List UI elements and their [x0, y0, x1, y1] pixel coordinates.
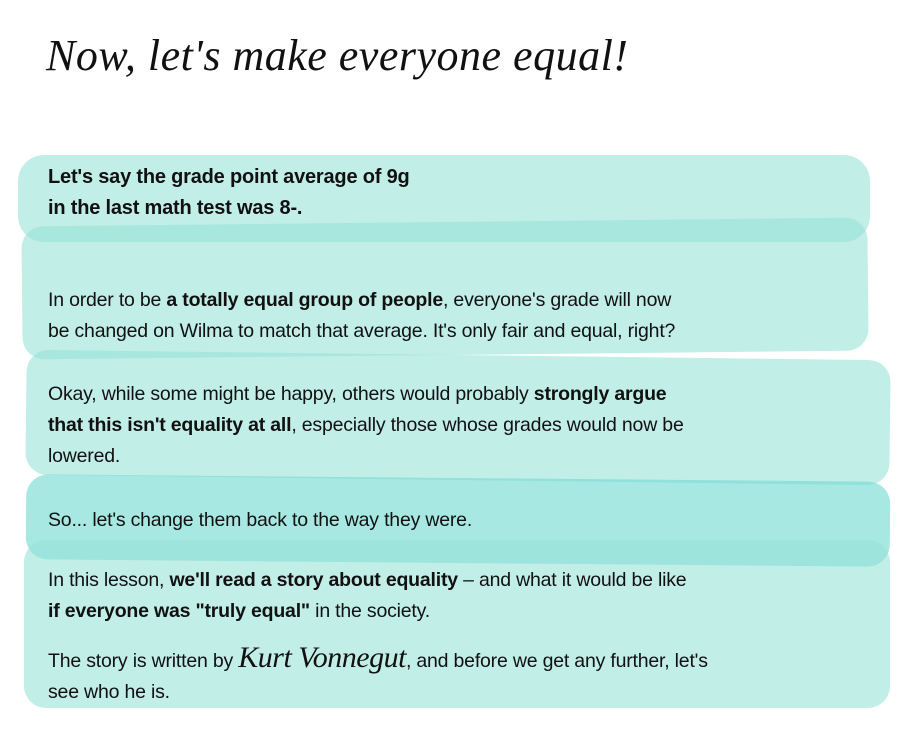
- bold-text: we'll read a story about equality: [169, 569, 458, 591]
- paragraph-argue: Okay, while some might be happy, others …: [48, 379, 684, 472]
- bold-text: strongly argue: [533, 383, 667, 405]
- text: in the society.: [309, 600, 430, 622]
- bold-text: if everyone was "truly equal": [48, 600, 310, 622]
- text: – and what it would be like: [457, 569, 687, 591]
- paragraph-author: The story is written by Kurt Vonnegut, a…: [48, 642, 708, 708]
- highlight-5: [24, 540, 890, 708]
- paragraph-lesson: In this lesson, we'll read a story about…: [48, 565, 687, 627]
- text: So... let's change them back to the way …: [48, 509, 473, 531]
- paragraph-equal-group: In order to be a totally equal group of …: [48, 285, 675, 347]
- text: , especially those whose grades would no…: [291, 414, 684, 436]
- text: , everyone's grade will now: [443, 289, 672, 311]
- bold-text: that this isn't equality at all: [48, 414, 292, 436]
- intro-line: in the last math test was 8-.: [48, 197, 303, 219]
- text: The story is written by: [48, 650, 239, 672]
- paragraph-change-back: So... let's change them back to the way …: [48, 505, 472, 536]
- text: In this lesson,: [48, 569, 170, 591]
- author-name: Kurt Vonnegut: [238, 641, 406, 674]
- text: see who he is.: [48, 681, 170, 703]
- text: Okay, while some might be happy, others …: [48, 383, 534, 405]
- text: In order to be: [48, 289, 167, 311]
- intro-text: Let's say the grade point average of 9g …: [48, 162, 410, 224]
- text: be changed on Wilma to match that averag…: [48, 320, 676, 342]
- bold-text: a totally equal group of people: [166, 289, 443, 311]
- text: lowered.: [48, 445, 121, 467]
- page-title: Now, let's make everyone equal!: [46, 31, 629, 80]
- text: , and before we get any further, let's: [405, 650, 708, 672]
- intro-line: Let's say the grade point average of 9g: [48, 166, 410, 188]
